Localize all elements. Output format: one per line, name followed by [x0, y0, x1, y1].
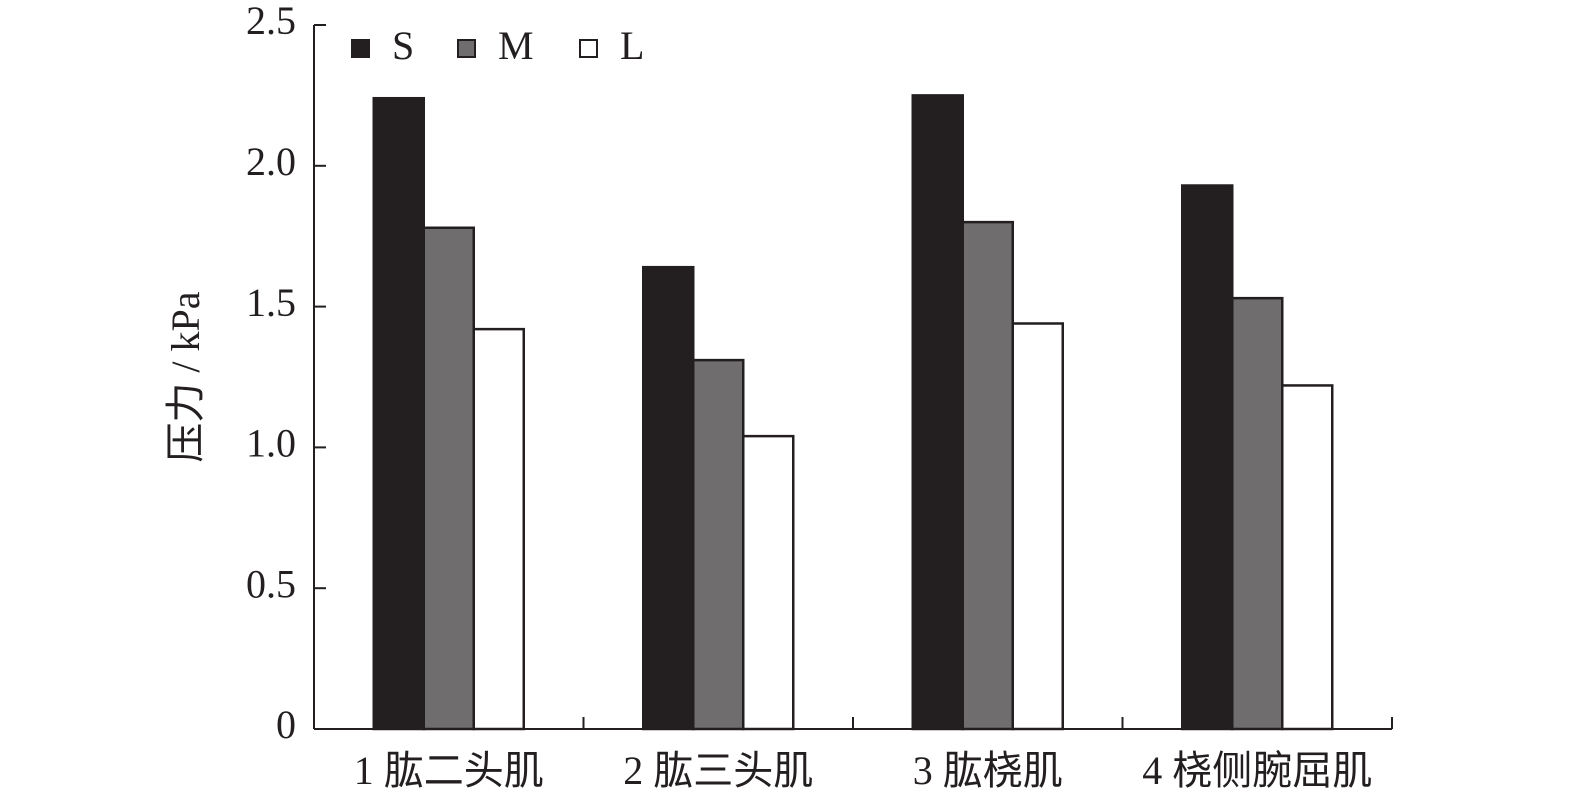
legend-label: M — [498, 23, 534, 68]
y-tick-label: 0 — [276, 702, 296, 747]
x-tick-label: 4 桡侧腕屈肌 — [1142, 748, 1372, 793]
bar — [1231, 296, 1284, 731]
legend-swatch — [457, 39, 476, 58]
legend-swatch — [579, 39, 598, 58]
legend-label: L — [620, 23, 644, 68]
bar — [642, 265, 695, 731]
y-tick-label: 1.5 — [246, 280, 296, 325]
bar — [1181, 184, 1234, 731]
y-tick-label: 2.5 — [246, 0, 296, 43]
x-tick-label: 1 肱二头肌 — [354, 748, 544, 793]
bar — [1011, 322, 1064, 731]
y-tick-label: 0.5 — [246, 561, 296, 606]
y-axis-label: 压力 / kPa — [163, 291, 208, 462]
bar — [742, 434, 795, 731]
legend-label: S — [392, 23, 414, 68]
bar — [911, 94, 964, 731]
bar — [1281, 384, 1334, 731]
bar — [372, 96, 425, 731]
y-tick-label: 2.0 — [246, 139, 296, 184]
bar — [692, 358, 745, 731]
x-tick-label: 2 肱三头肌 — [623, 748, 813, 793]
bar — [961, 220, 1014, 731]
y-tick-label: 1.0 — [246, 421, 296, 466]
bar — [422, 226, 475, 731]
bar — [472, 327, 525, 731]
x-tick-label: 3 肱桡肌 — [913, 748, 1063, 793]
legend-swatch — [351, 39, 370, 58]
